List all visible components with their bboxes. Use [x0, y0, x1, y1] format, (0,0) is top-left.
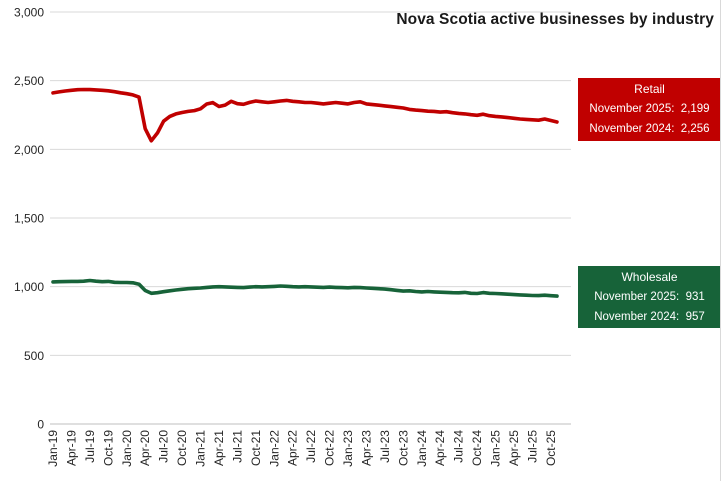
x-tick-label: Oct-19	[101, 430, 115, 466]
x-tick-label: Apr-23	[359, 430, 373, 466]
x-tick-label: Jul-23	[378, 430, 392, 463]
y-tick-label: 0	[37, 418, 44, 432]
x-tick-label: Oct-21	[249, 430, 263, 466]
x-tick-label: Jan-23	[341, 430, 355, 467]
x-tick-label: Oct-22	[323, 430, 337, 466]
x-tick-label: Jul-20	[157, 430, 171, 463]
wholesale-value-2025: November 2025: 931	[594, 291, 705, 303]
x-tick-label: Jan-22	[267, 430, 281, 467]
x-tick-label: Jan-21	[194, 430, 208, 467]
y-tick-label: 500	[24, 349, 44, 363]
x-tick-label: Oct-23	[396, 430, 410, 466]
wholesale-series-label: Wholesale	[621, 270, 678, 284]
wholesale-line	[51, 278, 559, 298]
x-tick-label: Apr-19	[64, 430, 78, 466]
x-tick-label: Jul-25	[525, 430, 539, 463]
retail-line	[51, 87, 559, 143]
x-tick-label: Jul-21	[230, 430, 244, 463]
x-tick-label: Apr-24	[433, 430, 447, 466]
x-tick-label: Apr-21	[212, 430, 226, 466]
y-tick-label: 1,000	[14, 280, 44, 294]
y-tick-label: 3,000	[14, 6, 44, 20]
retail-callout-box: Retail November 2025: 2,199 November 202…	[578, 78, 720, 141]
y-tick-label: 2,500	[14, 74, 44, 88]
retail-series-label: Retail	[634, 82, 665, 96]
wholesale-value-2024: November 2024: 957	[594, 311, 705, 323]
retail-value-2025: November 2025: 2,199	[589, 103, 710, 115]
x-tick-label: Apr-20	[138, 430, 152, 466]
x-tick-label: Jan-19	[46, 430, 60, 467]
x-tick-label: Jul-19	[83, 430, 97, 463]
x-tick-label: Jul-22	[304, 430, 318, 463]
x-tick-label: Oct-25	[544, 430, 558, 466]
wholesale-callout-box: Wholesale November 2025: 931 November 20…	[578, 266, 720, 328]
x-tick-label: Apr-22	[286, 430, 300, 466]
x-tick-label: Jan-20	[120, 430, 134, 467]
x-tick-label: Oct-20	[175, 430, 189, 466]
y-tick-label: 2,000	[14, 143, 44, 157]
x-tick-label: Jan-24	[415, 430, 429, 467]
retail-value-2024: November 2024: 2,256	[589, 123, 710, 135]
x-tick-label: Apr-25	[507, 430, 521, 466]
x-tick-label: Jul-24	[452, 430, 466, 463]
x-tick-label: Oct-24	[470, 430, 484, 466]
chart-title: Nova Scotia active businesses by industr…	[396, 11, 714, 28]
y-tick-label: 1,500	[14, 212, 44, 226]
x-tick-label: Jan-25	[489, 430, 503, 467]
